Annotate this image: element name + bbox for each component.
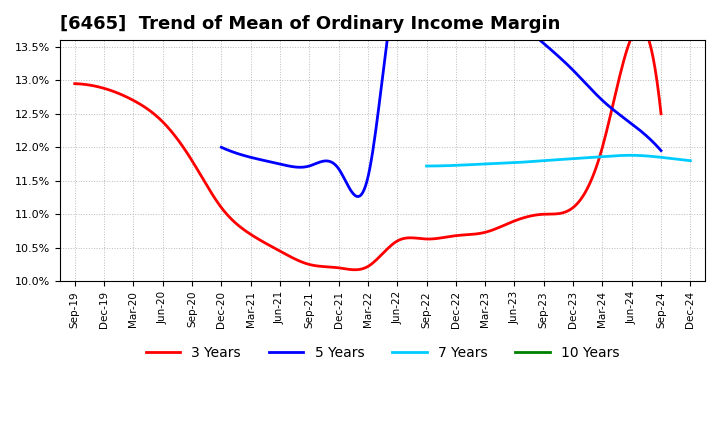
3 Years	[604, 122, 613, 128]
Text: [6465]  Trend of Mean of Ordinary Income Margin: [6465] Trend of Mean of Ordinary Income …	[60, 15, 560, 33]
3 Years	[420, 236, 428, 242]
7 Years	[686, 158, 695, 163]
7 Years	[423, 163, 432, 169]
7 Years	[424, 163, 433, 169]
5 Years	[657, 148, 665, 153]
5 Years	[218, 145, 227, 150]
3 Years	[71, 81, 79, 86]
7 Years	[580, 155, 589, 161]
3 Years	[635, 24, 644, 29]
7 Years	[626, 153, 634, 158]
7 Years	[580, 155, 588, 161]
Legend: 3 Years, 5 Years, 7 Years, 10 Years: 3 Years, 5 Years, 7 Years, 10 Years	[140, 341, 625, 366]
7 Years	[647, 154, 655, 159]
7 Years	[663, 155, 672, 161]
3 Years	[567, 206, 575, 212]
3 Years	[431, 236, 440, 241]
Line: 7 Years: 7 Years	[426, 155, 690, 166]
5 Years	[354, 194, 362, 199]
Line: 3 Years: 3 Years	[75, 27, 661, 270]
5 Years	[618, 114, 627, 120]
3 Years	[657, 111, 665, 117]
3 Years	[73, 81, 81, 86]
3 Years	[351, 267, 359, 272]
7 Years	[585, 155, 593, 160]
7 Years	[422, 163, 431, 169]
Line: 5 Years: 5 Years	[221, 0, 661, 197]
5 Years	[217, 145, 225, 150]
5 Years	[482, 1, 490, 7]
3 Years	[421, 236, 430, 242]
5 Years	[590, 90, 599, 95]
5 Years	[480, 0, 489, 6]
5 Years	[489, 5, 498, 10]
